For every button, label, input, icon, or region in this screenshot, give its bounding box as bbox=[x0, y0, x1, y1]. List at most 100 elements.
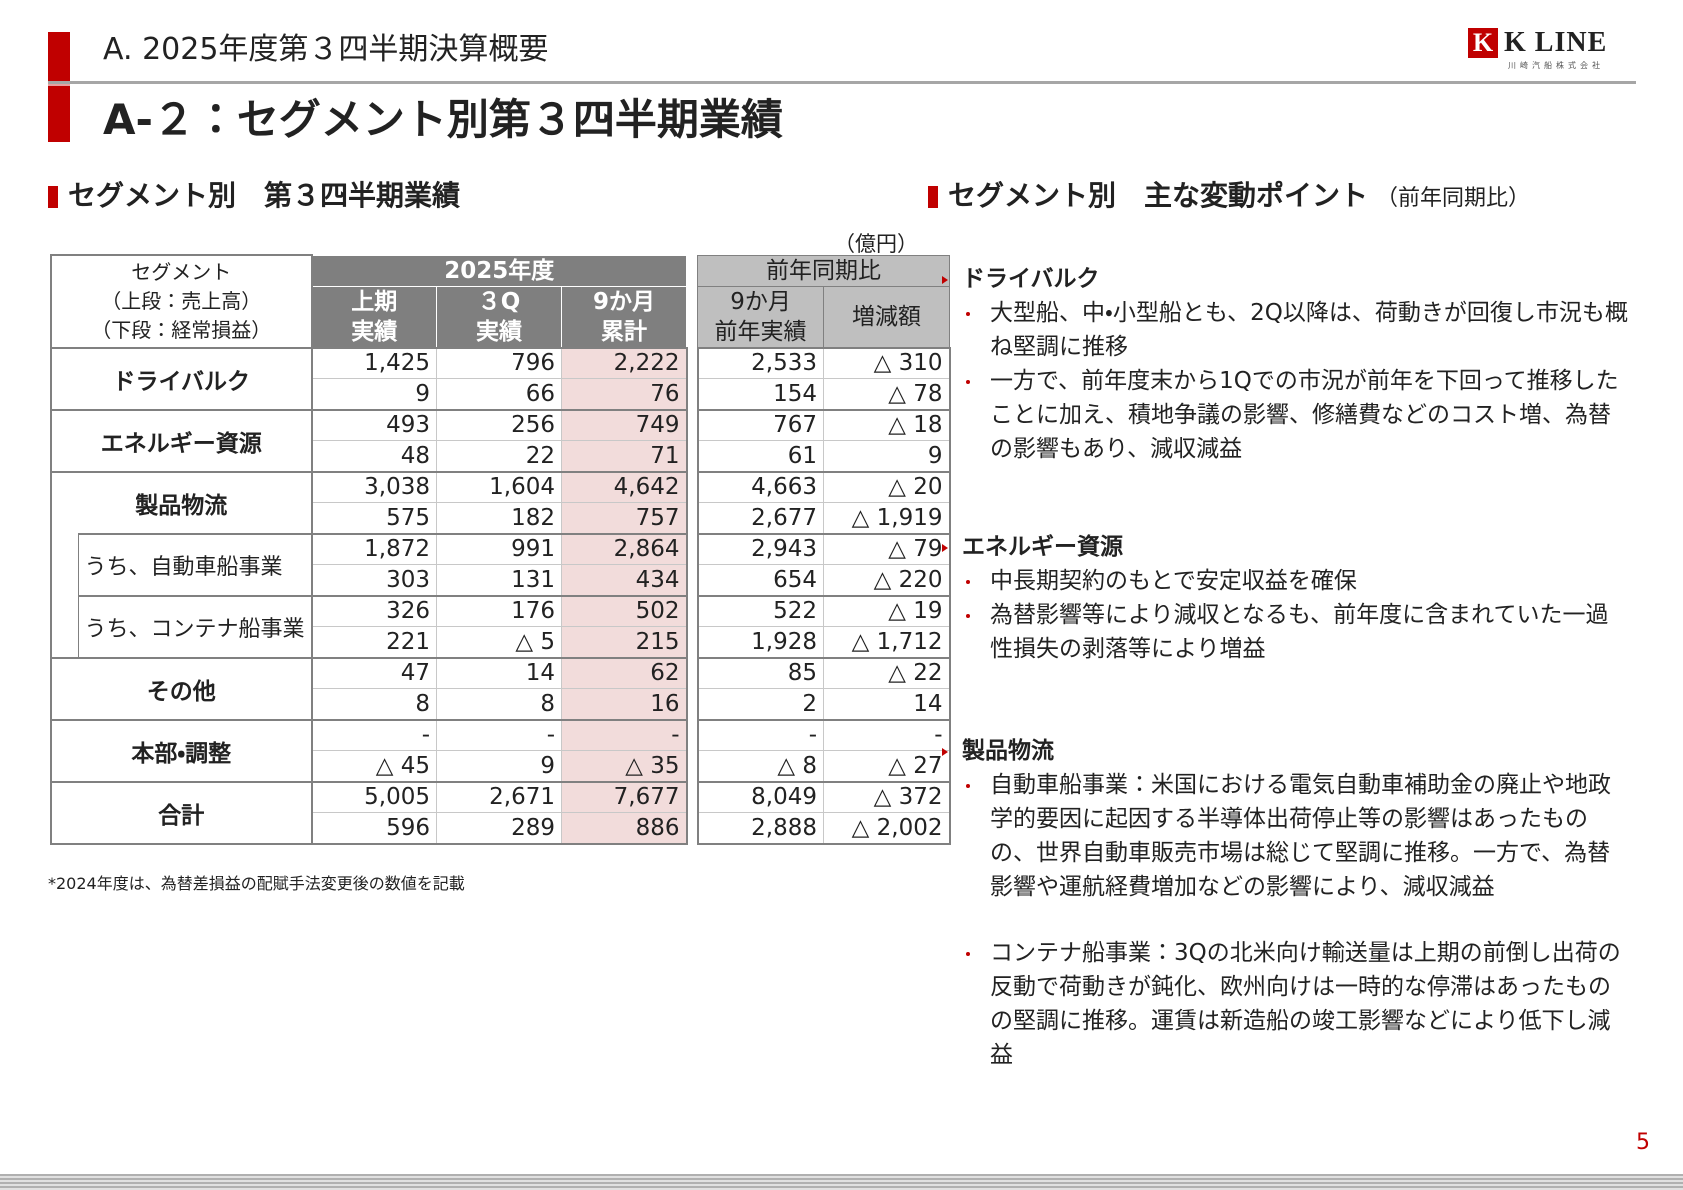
value-cell: - bbox=[436, 718, 562, 751]
value-cell: 14 bbox=[436, 656, 562, 689]
value-cell: 991 bbox=[436, 532, 562, 565]
value-cell: 5,005 bbox=[310, 780, 437, 813]
row-label: うち、自動車船事業 bbox=[77, 532, 313, 596]
value-cell: △ 79 bbox=[823, 532, 951, 565]
table-row: その他 47 14 62 85 △ 22 bbox=[50, 656, 951, 720]
accent-bar bbox=[48, 32, 70, 142]
unit-label: （億円） bbox=[834, 232, 918, 256]
column-header: ３Q 実績 bbox=[436, 285, 563, 348]
column-header-line: 増減額 bbox=[852, 303, 922, 330]
value-cell: 9 bbox=[436, 750, 562, 782]
value-cell: 131 bbox=[436, 564, 562, 596]
value-cell: 1,425 bbox=[310, 346, 437, 379]
value-cell: 9 bbox=[823, 440, 951, 472]
bullet: 為替影響等により減収となるも、前年度に含まれていた一過性損失の剥落等により増益 bbox=[938, 598, 1628, 666]
value-cell: 8 bbox=[310, 688, 437, 720]
bullet: 自動車船事業：米国における電気自動車補助金の廃止や地政学的要因に起因する半導体出… bbox=[938, 768, 1628, 904]
table-row: 48 22 71 61 9 bbox=[51, 440, 951, 472]
value-cell: 326 bbox=[310, 594, 437, 627]
row-label: 合計 bbox=[50, 780, 313, 845]
column-header-line: 上期 bbox=[351, 288, 398, 315]
value-cell: 182 bbox=[436, 502, 562, 534]
points: ドライバルク 大型船、中・小型船とも、2Q以降は、荷動きが回復し市況も概ね堅調に推… bbox=[938, 262, 1628, 1072]
value-cell: 575 bbox=[310, 502, 437, 534]
table-row: 製品物流 3,038 1,604 4,642 4,663 △ 20 bbox=[50, 470, 951, 534]
value-cell: 502 bbox=[561, 594, 688, 627]
heading-text: セグメント別 第３四半期業績 bbox=[68, 179, 461, 212]
header-row: 上期 実績 ３Q 実績 9か月 累計 9か月 前年実績 増減額 bbox=[51, 285, 951, 348]
table-row: うち、自動車船事業 1,872 991 2,864 2,943 △ 79 bbox=[50, 532, 951, 659]
column-header-line: 実績 bbox=[351, 318, 398, 345]
value-cell: 1,872 bbox=[310, 532, 437, 565]
value-cell: 16 bbox=[561, 688, 688, 720]
value-cell: 2,943 bbox=[696, 532, 824, 565]
value-cell: △ 27 bbox=[823, 750, 951, 782]
value-cell: 62 bbox=[561, 656, 688, 689]
column-header: 9か月 前年実績 bbox=[697, 285, 825, 348]
value-cell: △ 8 bbox=[696, 750, 824, 782]
value-cell: △ 2,002 bbox=[823, 812, 951, 845]
value-cell: 61 bbox=[696, 440, 824, 472]
row-label: うち、コンテナ船事業 bbox=[77, 594, 313, 658]
bullet: 一方で、前年度末から1Qでの市況が前年を下回って推移したことに加え、積地争議の影… bbox=[938, 364, 1628, 466]
logo-sub: 川崎汽船株式会社 bbox=[1508, 61, 1604, 70]
table-row: 合計 5,005 2,671 7,677 8,049 △ 372 bbox=[50, 780, 951, 845]
indent-cell bbox=[50, 533, 78, 659]
value-cell: 2,222 bbox=[561, 346, 688, 379]
value-cell: 1,928 bbox=[696, 626, 824, 658]
value-cell: 654 bbox=[696, 564, 824, 596]
point-section: エネルギー資源 中長期契約のもとで安定収益を確保 為替影響等により減収となるも、前年… bbox=[938, 530, 1628, 666]
results-table: セグメント （上段：売上高） （下段：経常損益） 2025年度 前年同期比 上期 実績 ３Q 実… bbox=[50, 254, 951, 845]
value-cell: △ 22 bbox=[823, 656, 951, 689]
gap bbox=[686, 255, 698, 844]
value-cell: △ 310 bbox=[823, 346, 951, 379]
value-cell: △ 20 bbox=[823, 470, 951, 503]
value-cell: 9 bbox=[310, 378, 437, 410]
table-row: ドライバルク 1,425 796 2,222 2,533 △ 310 bbox=[50, 346, 951, 410]
value-cell: 47 bbox=[310, 656, 437, 689]
bullet-list: 大型船、中・小型船とも、2Q以降は、荷動きが回復し市況も概ね堅調に推移 一方で、前… bbox=[938, 296, 1628, 466]
value-cell: 215 bbox=[561, 626, 688, 658]
bullet: 中長期契約のもとで安定収益を確保 bbox=[938, 564, 1628, 598]
bullet: コンテナ船事業：3Qの北米向け輸送量は上期の前倒し出荷の反動で荷動きが鈍化、欧州… bbox=[938, 936, 1628, 1072]
page-number: 5 bbox=[1636, 1130, 1650, 1155]
group-header: 前年同期比 bbox=[697, 254, 951, 287]
value-cell: 2,671 bbox=[436, 780, 562, 813]
value-cell: 522 bbox=[696, 594, 824, 627]
logo: K K LINE 川崎汽船株式会社 bbox=[1468, 28, 1638, 70]
table-row: エネルギー資源 493 256 749 767 △ 18 bbox=[50, 408, 951, 472]
value-cell: 71 bbox=[561, 440, 688, 472]
value-cell: 2,864 bbox=[561, 532, 688, 565]
value-cell: 7,677 bbox=[561, 780, 688, 813]
value-cell: 2,888 bbox=[696, 812, 824, 845]
segment-header: セグメント （上段：売上高） （下段：経常損益） bbox=[50, 254, 313, 349]
value-cell: 14 bbox=[823, 688, 951, 720]
table-row: 303 131 434 654 △ 220 bbox=[51, 564, 951, 596]
table-row: 596 289 886 2,888 △ 2,002 bbox=[51, 812, 951, 845]
table-row: △ 45 9 △ 35 △ 8 △ 27 bbox=[51, 750, 951, 782]
footer-stripes bbox=[0, 1174, 1683, 1190]
bullet: 大型船、中・小型船とも、2Q以降は、荷動きが回復し市況も概ね堅調に推移 bbox=[938, 296, 1628, 364]
header-row: セグメント （上段：売上高） （下段：経常損益） 2025年度 前年同期比 bbox=[50, 254, 951, 844]
section-title: ドライバルク bbox=[938, 262, 1628, 296]
value-cell: 8,049 bbox=[696, 780, 824, 813]
value-cell: 434 bbox=[561, 564, 688, 596]
value-cell: 493 bbox=[310, 408, 437, 441]
value-cell: △ 19 bbox=[823, 594, 951, 627]
table-row: 8 8 16 2 14 bbox=[51, 688, 951, 720]
value-cell: 796 bbox=[436, 346, 562, 379]
right-heading: セグメント別 主な変動ポイント （前年同期比） bbox=[928, 178, 1530, 217]
row-label: その他 bbox=[50, 656, 313, 720]
section-title: エネルギー資源 bbox=[938, 530, 1628, 564]
value-cell: 221 bbox=[310, 626, 437, 658]
value-cell: △ 1,712 bbox=[823, 626, 951, 658]
column-header-line: 前年実績 bbox=[714, 318, 807, 345]
value-cell: 4,663 bbox=[696, 470, 824, 503]
segment-header-line: （下段：経常損益） bbox=[91, 317, 272, 342]
value-cell: 76 bbox=[561, 378, 688, 410]
value-cell: 22 bbox=[436, 440, 562, 472]
value-cell: 66 bbox=[436, 378, 562, 410]
value-cell: 2 bbox=[696, 688, 824, 720]
value-cell: 256 bbox=[436, 408, 562, 441]
